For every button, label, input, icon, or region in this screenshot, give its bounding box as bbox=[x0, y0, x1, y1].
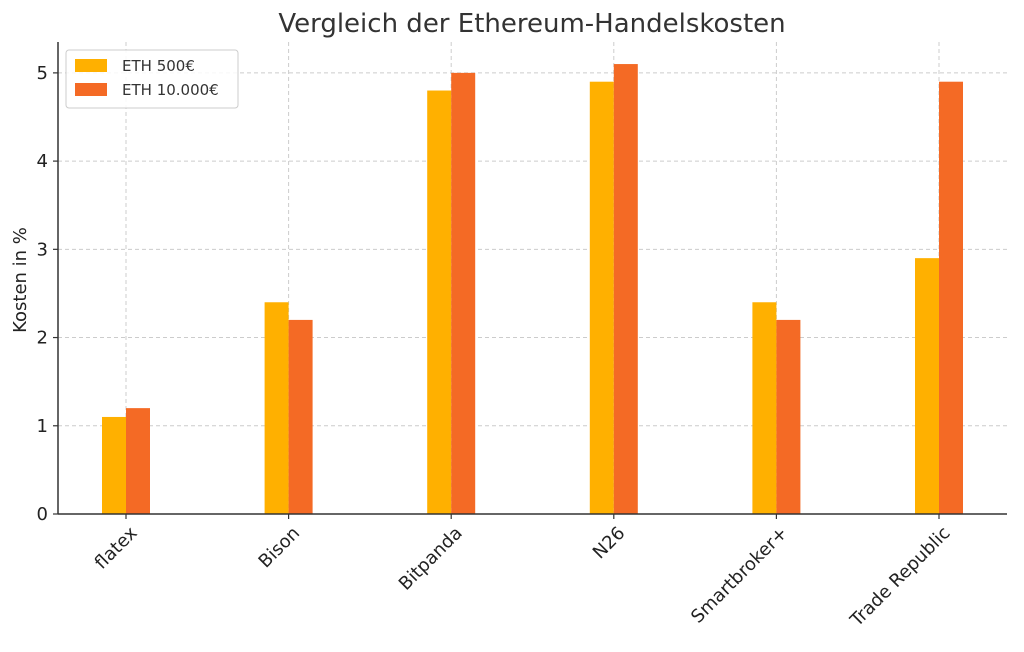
y-tick-label: 0 bbox=[37, 504, 48, 525]
x-tick-label: Bison bbox=[255, 523, 305, 573]
x-tick-label: Bitpanda bbox=[395, 523, 467, 595]
legend-swatch bbox=[75, 59, 107, 72]
chart-title: Vergleich der Ethereum-Handelskosten bbox=[278, 9, 785, 39]
x-tick-label: flatex bbox=[91, 522, 142, 573]
x-tick-label: Smartbroker+ bbox=[687, 523, 792, 628]
bar-smartbroker--series-1 bbox=[752, 302, 777, 514]
bar-n26-series-2 bbox=[613, 64, 638, 514]
bar-bison-series-1 bbox=[264, 302, 289, 514]
bar-flatex-series-1 bbox=[102, 416, 126, 514]
bar-smartbroker--series-2 bbox=[776, 319, 801, 514]
x-axis-ticks: flatex Bison Bitpanda N26 Smartbroker+ Trade … bbox=[91, 514, 955, 632]
bar-bitpanda-series-2 bbox=[451, 72, 476, 514]
legend-box bbox=[65, 49, 239, 109]
legend-label: ETH 500€ bbox=[122, 57, 195, 75]
y-tick-label: 4 bbox=[37, 151, 48, 172]
bars bbox=[102, 64, 963, 515]
legend-label: ETH 10.000€ bbox=[122, 81, 219, 99]
bar-bison-series-2 bbox=[288, 319, 313, 514]
y-axis-ticks: 0 1 2 3 4 5 bbox=[37, 63, 58, 525]
y-tick-label: 3 bbox=[37, 239, 48, 260]
grid bbox=[58, 42, 1007, 515]
y-axis-label: Kosten in % bbox=[10, 227, 31, 333]
x-tick-label: N26 bbox=[589, 523, 630, 564]
bar-n26-series-1 bbox=[589, 81, 614, 515]
legend: ETH 500€ ETH 10.000€ bbox=[65, 49, 239, 109]
bar-bitpanda-series-1 bbox=[427, 90, 452, 514]
bar-trade-republic-series-1 bbox=[915, 258, 939, 514]
bar-flatex-series-2 bbox=[126, 408, 150, 514]
bar-trade-republic-series-2 bbox=[939, 81, 963, 515]
axes bbox=[57, 42, 1007, 515]
legend-swatch bbox=[75, 83, 107, 96]
y-tick-label: 5 bbox=[37, 63, 48, 84]
y-tick-label: 1 bbox=[37, 416, 48, 437]
y-tick-label: 2 bbox=[37, 328, 48, 349]
x-tick-label: Trade Republic bbox=[846, 523, 955, 632]
